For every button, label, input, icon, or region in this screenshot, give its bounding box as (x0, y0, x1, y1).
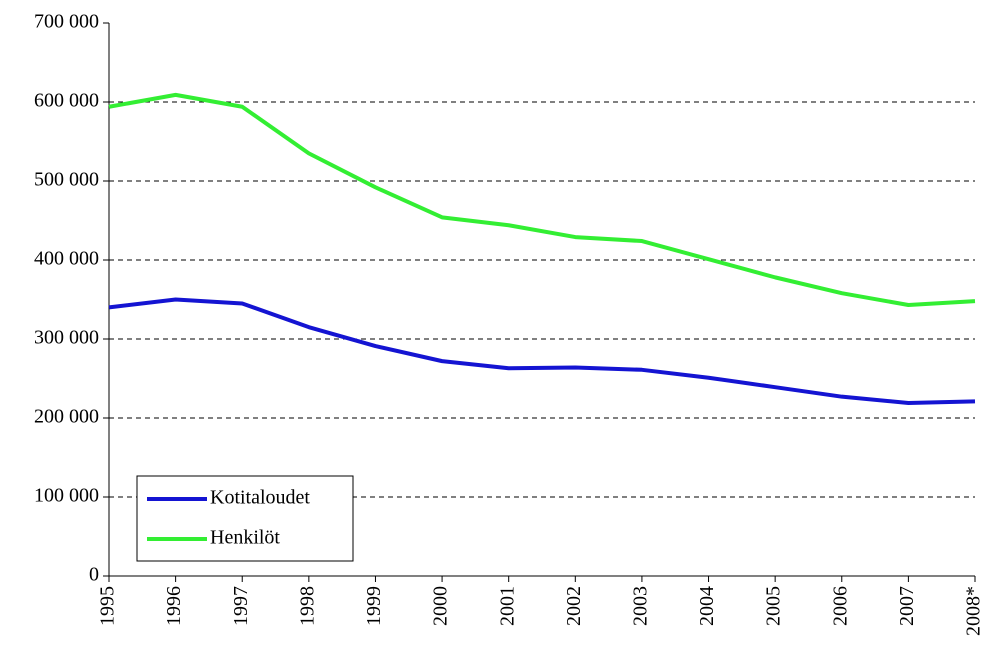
x-tick-label: 2008* (963, 586, 985, 636)
legend (136, 475, 354, 562)
x-tick-label: 1997 (230, 586, 252, 626)
y-tick-label: 400 000 (34, 248, 99, 270)
x-tick-label: 2005 (763, 586, 785, 626)
y-tick-label: 200 000 (34, 406, 99, 428)
x-tick-label: 1998 (296, 586, 318, 626)
x-tick-label: 2002 (563, 586, 585, 626)
y-tick-label: 300 000 (34, 327, 99, 349)
y-tick-label: 500 000 (34, 169, 99, 191)
x-tick-label: 2006 (829, 586, 851, 626)
x-tick-label: 2004 (696, 586, 718, 626)
x-tick-label: 2007 (896, 586, 918, 626)
x-tick-label: 1999 (363, 586, 385, 626)
legend-label: Kotitaloudet (210, 487, 310, 509)
line (108, 297, 976, 405)
y-tick-label: 0 (89, 564, 99, 586)
x-tick-label: 2001 (496, 586, 518, 626)
line (108, 92, 976, 308)
x-tick-label: 2000 (430, 586, 452, 626)
y-tick-label: 600 000 (34, 90, 99, 112)
x-tick-label: 1996 (163, 586, 185, 626)
x-tick-label: 2003 (630, 586, 652, 626)
legend-label: Henkilöt (210, 527, 280, 549)
y-tick-label: 100 000 (34, 485, 99, 507)
y-tick-label: 700 000 (34, 11, 99, 33)
x-tick-label: 1995 (97, 586, 119, 626)
